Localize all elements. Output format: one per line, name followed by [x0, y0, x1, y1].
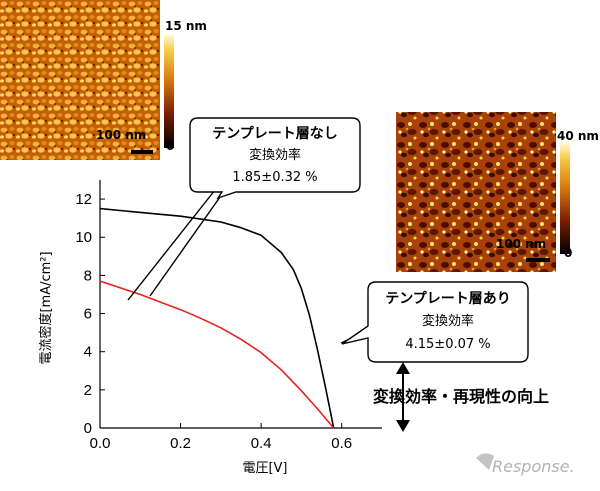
plot-axes: 0.0 0.2 0.4 0.6 0 2 4 6 8 10 12 [75, 180, 382, 452]
colorbar-1-max: 15 nm [165, 19, 207, 33]
improvement-annotation: 変換効率・再現性の向上 [373, 362, 549, 432]
y-tick-label: 2 [84, 382, 92, 399]
y-tick-label: 4 [84, 344, 92, 361]
callout-1-value: 1.85±0.32 % [232, 170, 317, 185]
callout-pointer-red [149, 189, 226, 297]
y-tick-label: 6 [84, 306, 92, 323]
callout-box-1 [189, 117, 361, 200]
colorbar-1-min: 0 [166, 139, 174, 153]
callout-pointer-black [127, 189, 216, 301]
watermark-text: Response. [492, 457, 575, 476]
afm-image-with-layer: 100 nm 40 nm 0 [396, 112, 599, 272]
y-tick-label: 10 [75, 229, 92, 246]
x-tick-label: 0.6 [331, 435, 352, 452]
callout-box-2 [341, 281, 529, 363]
watermark: Response. [476, 453, 575, 476]
afm-surface-2 [396, 112, 556, 272]
series-line-with-layer [99, 280, 335, 429]
callout-2-title: テンプレート層あり [385, 291, 511, 307]
arrow-up-icon [396, 362, 410, 374]
x-tick-label: 0.4 [251, 435, 272, 452]
colorbar-1 [164, 34, 174, 148]
arrow-down-icon [396, 420, 410, 432]
y-axis-title: 電流密度[mA/cm²] [38, 251, 54, 364]
y-tick-label: 8 [84, 267, 92, 284]
callout-2-label: 変換効率 [422, 313, 474, 329]
y-tick-label: 0 [84, 420, 92, 437]
colorbar-2 [560, 142, 570, 254]
x-tick-label: 0.2 [170, 435, 191, 452]
scale-bar-2 [526, 258, 550, 262]
callout-1-label: 変換効率 [249, 147, 301, 163]
colorbar-2-max: 40 nm [557, 129, 599, 143]
plot-series [99, 207, 335, 429]
improvement-text: 変換効率・再現性の向上 [373, 387, 549, 406]
colorbar-2-min: 0 [564, 246, 572, 260]
scale-bar-1 [131, 150, 153, 154]
watermark-logo-icon [476, 453, 494, 470]
callout-1-title: テンプレート層なし [212, 126, 338, 142]
y-tick-label: 12 [75, 191, 92, 208]
x-tick-label: 0.0 [90, 435, 111, 452]
jv-plot: 0.0 0.2 0.4 0.6 0 2 4 6 8 10 12 電圧[V] 電流密度[mA/cm²] [38, 180, 382, 476]
scale-bar-2-label: 100 nm [496, 237, 546, 251]
callout-without-layer: テンプレート層なし 変換効率 1.85±0.32 % [127, 117, 361, 301]
x-axis-title: 電圧[V] [242, 461, 287, 476]
callout-2-value: 4.15±0.07 % [405, 337, 490, 352]
scale-bar-1-label: 100 nm [96, 128, 146, 142]
afm-surface-1 [0, 0, 160, 160]
callout-with-layer: テンプレート層あり 変換効率 4.15±0.07 % [340, 281, 529, 363]
afm-image-without-layer: 100 nm 15 nm 0 [0, 0, 207, 160]
series-line-without-layer [99, 207, 335, 429]
